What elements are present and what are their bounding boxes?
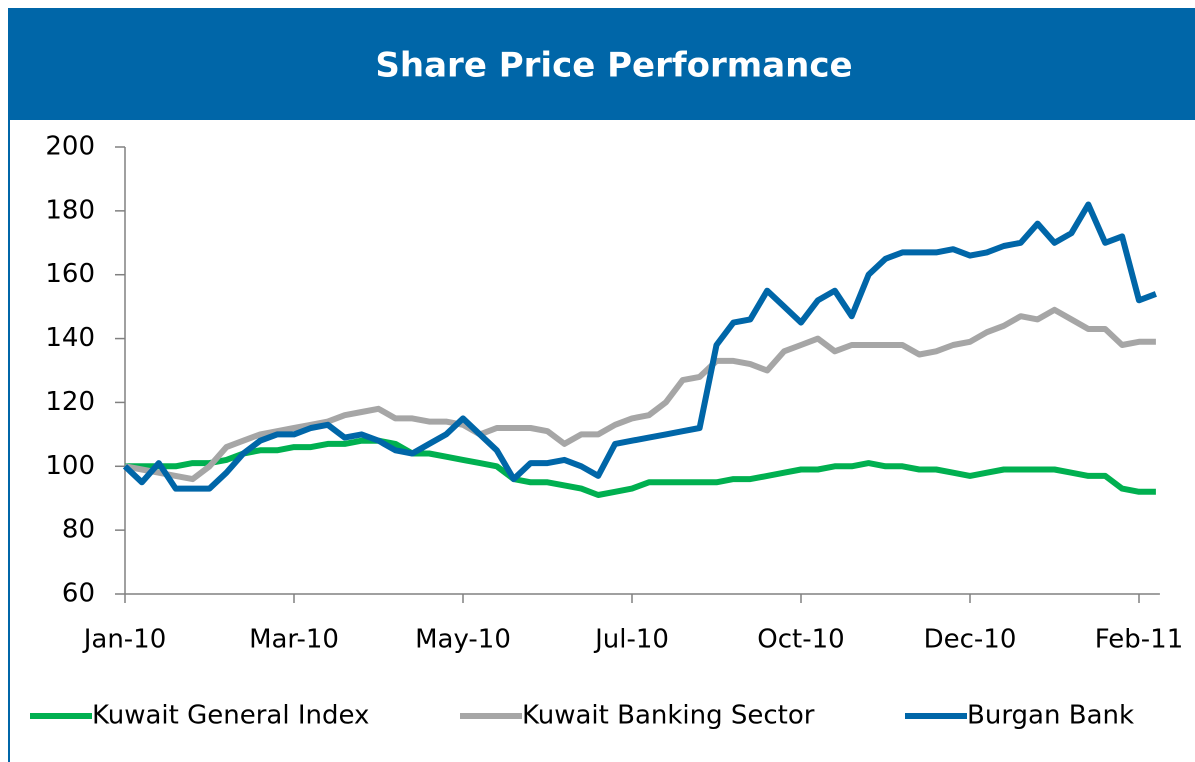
x-tick-label: Jul-10 xyxy=(593,625,669,655)
x-tick-label: Mar-10 xyxy=(249,625,339,655)
y-tick-label: 200 xyxy=(45,132,95,162)
legend-label: Kuwait Banking Sector xyxy=(522,701,815,731)
legend-label: Kuwait General Index xyxy=(92,701,369,731)
legend-label: Burgan Bank xyxy=(967,701,1134,731)
x-tick-label: Feb-11 xyxy=(1095,625,1184,655)
series-line xyxy=(122,201,1157,492)
y-tick-label: 180 xyxy=(45,195,95,225)
x-tick-label: Jan-10 xyxy=(82,625,167,655)
series-line xyxy=(124,306,1156,483)
y-tick-label: 100 xyxy=(45,451,95,481)
series-line xyxy=(125,437,1156,498)
y-tick-label: 140 xyxy=(45,323,95,353)
x-tick-label: May-10 xyxy=(415,625,511,655)
x-tick-label: Oct-10 xyxy=(757,625,844,655)
y-tick-label: 80 xyxy=(62,515,95,545)
chart-title: Share Price Performance xyxy=(375,46,852,86)
y-tick-label: 120 xyxy=(45,387,95,417)
y-tick-label: 60 xyxy=(62,579,95,609)
header-band xyxy=(8,8,1195,120)
x-tick-label: Dec-10 xyxy=(924,625,1017,655)
y-tick-label: 160 xyxy=(45,259,95,289)
